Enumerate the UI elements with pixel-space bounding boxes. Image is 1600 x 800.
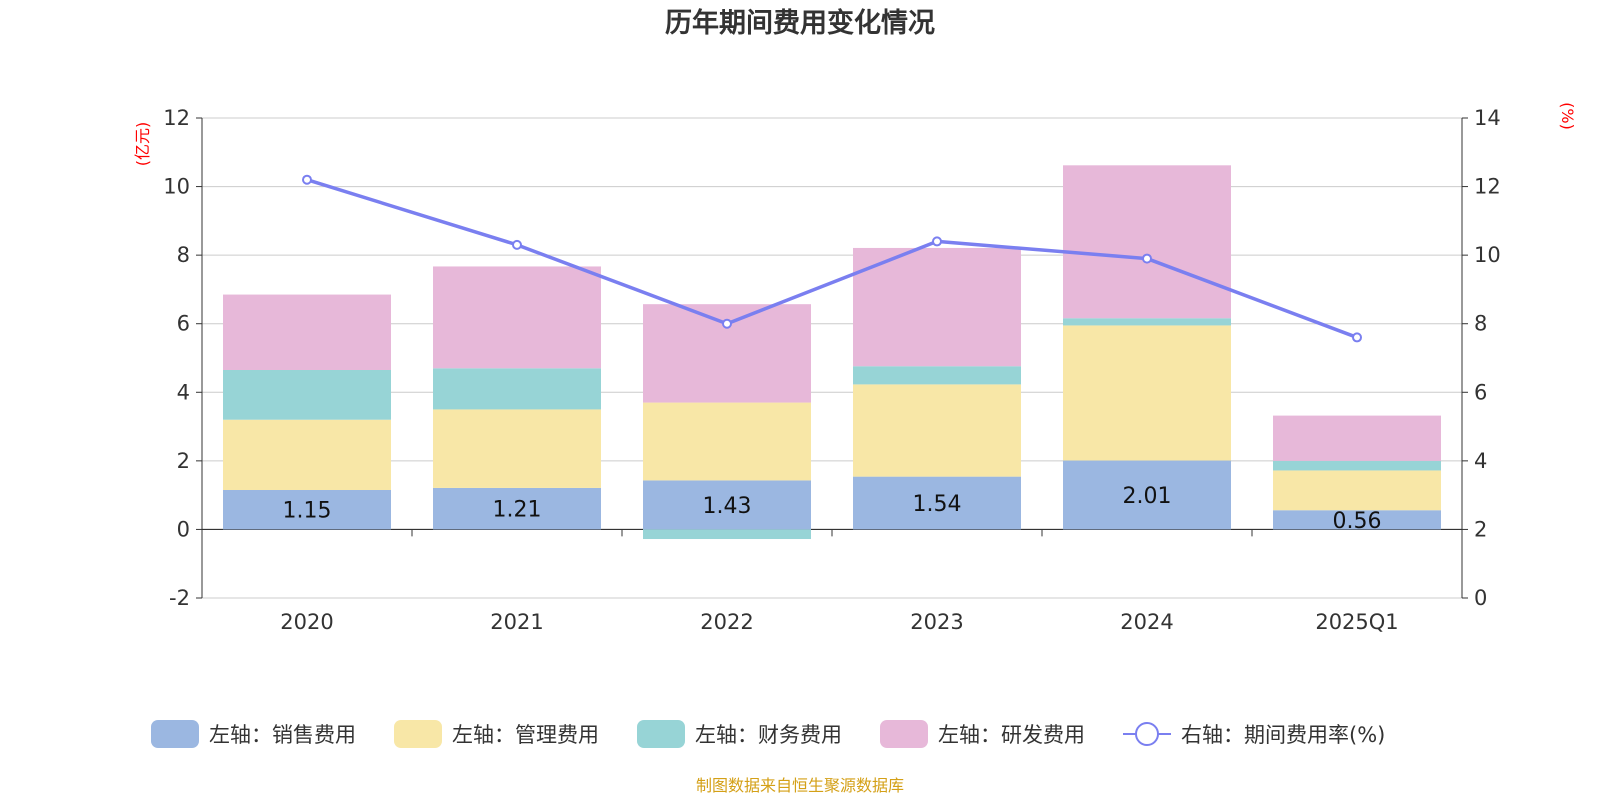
left-tick-label: 6 xyxy=(177,312,190,336)
bar-value-label: 1.54 xyxy=(913,492,962,517)
axes: -2 0 2 4 6 8 10 12 0 2 4 6 8 10 12 14 2020 2021 2022 2023 20… xyxy=(133,102,1577,634)
bar-segment xyxy=(643,480,811,530)
bar-segment xyxy=(223,490,391,530)
bar-value-label: 0.56 xyxy=(1333,509,1382,534)
legend-label: 左轴：研发费用 xyxy=(938,723,1085,747)
left-axis-unit: (亿元) xyxy=(133,122,152,167)
bar-segment xyxy=(1063,318,1231,326)
legend-swatch xyxy=(880,720,928,748)
rate-line-path xyxy=(306,178,1358,340)
legend-item[interactable]: 右轴：期间费用率(%) xyxy=(1123,722,1385,747)
legend-swatch xyxy=(637,720,685,748)
bar-segment xyxy=(223,419,391,490)
x-tick-label: 2023 xyxy=(910,610,963,634)
bars xyxy=(223,165,1441,540)
bar-segment xyxy=(643,529,811,540)
legend-label: 左轴：管理费用 xyxy=(452,723,599,747)
x-tick-label: 2021 xyxy=(490,610,543,634)
bar-segment xyxy=(1063,460,1231,530)
right-tick-label: 8 xyxy=(1474,312,1487,336)
bar-segment xyxy=(223,370,391,420)
bar-segment xyxy=(1273,415,1441,461)
bar-segment xyxy=(853,476,1021,530)
bar-segment xyxy=(223,294,391,370)
bar-segment xyxy=(1063,165,1231,319)
right-tick-label: 0 xyxy=(1474,586,1487,610)
left-tick-label: 12 xyxy=(163,106,190,130)
bar-segment xyxy=(433,487,601,530)
rate-line-point xyxy=(1352,332,1362,343)
rate-line-point xyxy=(722,318,732,329)
legend-item[interactable]: 左轴：销售费用 xyxy=(151,720,356,748)
bar-segment xyxy=(433,409,601,488)
rate-line xyxy=(302,174,1362,343)
rate-line-point xyxy=(932,236,942,247)
legend-item[interactable]: 左轴：财务费用 xyxy=(637,720,842,748)
bar-segment xyxy=(1273,510,1441,530)
right-tick-label: 4 xyxy=(1474,449,1487,473)
legend-label: 左轴：财务费用 xyxy=(695,723,842,747)
bar-segment xyxy=(853,384,1021,477)
bar-labels: 1.15 1.21 1.43 1.54 2.01 0.56 xyxy=(283,484,1382,534)
bar-segment xyxy=(853,247,1021,367)
left-tick-label: 8 xyxy=(177,243,190,267)
right-tick-label: 6 xyxy=(1474,380,1487,404)
right-tick-label: 14 xyxy=(1474,106,1501,130)
left-tick-label: 0 xyxy=(177,517,190,541)
chart-title: 历年期间费用变化情况 xyxy=(665,7,935,39)
x-tick-label: 2024 xyxy=(1120,610,1173,634)
left-tick-label: 4 xyxy=(177,380,190,404)
right-axis-unit: (%) xyxy=(1558,102,1577,130)
right-tick-label: 12 xyxy=(1474,175,1501,199)
legend-marker xyxy=(1135,722,1159,746)
bar-segment xyxy=(433,368,601,410)
source-note: 制图数据来自恒生聚源数据库 xyxy=(696,776,904,795)
left-tick-label: 10 xyxy=(163,175,190,199)
legend-item[interactable]: 左轴：管理费用 xyxy=(394,720,599,748)
x-tick-label: 2022 xyxy=(700,610,753,634)
rate-line-point xyxy=(512,239,522,250)
x-tick-label: 2025Q1 xyxy=(1315,610,1398,634)
bar-segment xyxy=(433,266,601,369)
legend-swatch xyxy=(151,720,199,748)
right-tick-label: 10 xyxy=(1474,243,1501,267)
bar-segment xyxy=(1273,470,1441,511)
right-tick-label: 2 xyxy=(1474,517,1487,541)
bar-segment xyxy=(643,402,811,481)
bar-value-label: 2.01 xyxy=(1123,484,1172,509)
legend-label: 右轴：期间费用率(%) xyxy=(1181,723,1385,747)
bar-value-label: 1.21 xyxy=(493,498,542,523)
bar-segment xyxy=(853,366,1021,385)
legend-swatch xyxy=(394,720,442,748)
legend-item[interactable]: 左轴：研发费用 xyxy=(880,720,1085,748)
bar-value-label: 1.43 xyxy=(703,494,752,519)
legend[interactable]: 左轴：销售费用 左轴：管理费用 左轴：财务费用 左轴：研发费用 右轴：期间费用率(%) xyxy=(151,720,1385,748)
left-tick-label: 2 xyxy=(177,449,190,473)
bar-value-label: 1.15 xyxy=(283,499,332,524)
legend-label: 左轴：销售费用 xyxy=(209,723,356,747)
bar-segment xyxy=(1273,460,1441,471)
left-tick-label: -2 xyxy=(169,586,190,610)
x-tick-label: 2020 xyxy=(280,610,333,634)
rate-line-point xyxy=(1142,253,1152,264)
bar-segment xyxy=(1063,325,1231,461)
rate-line-point xyxy=(302,174,312,185)
